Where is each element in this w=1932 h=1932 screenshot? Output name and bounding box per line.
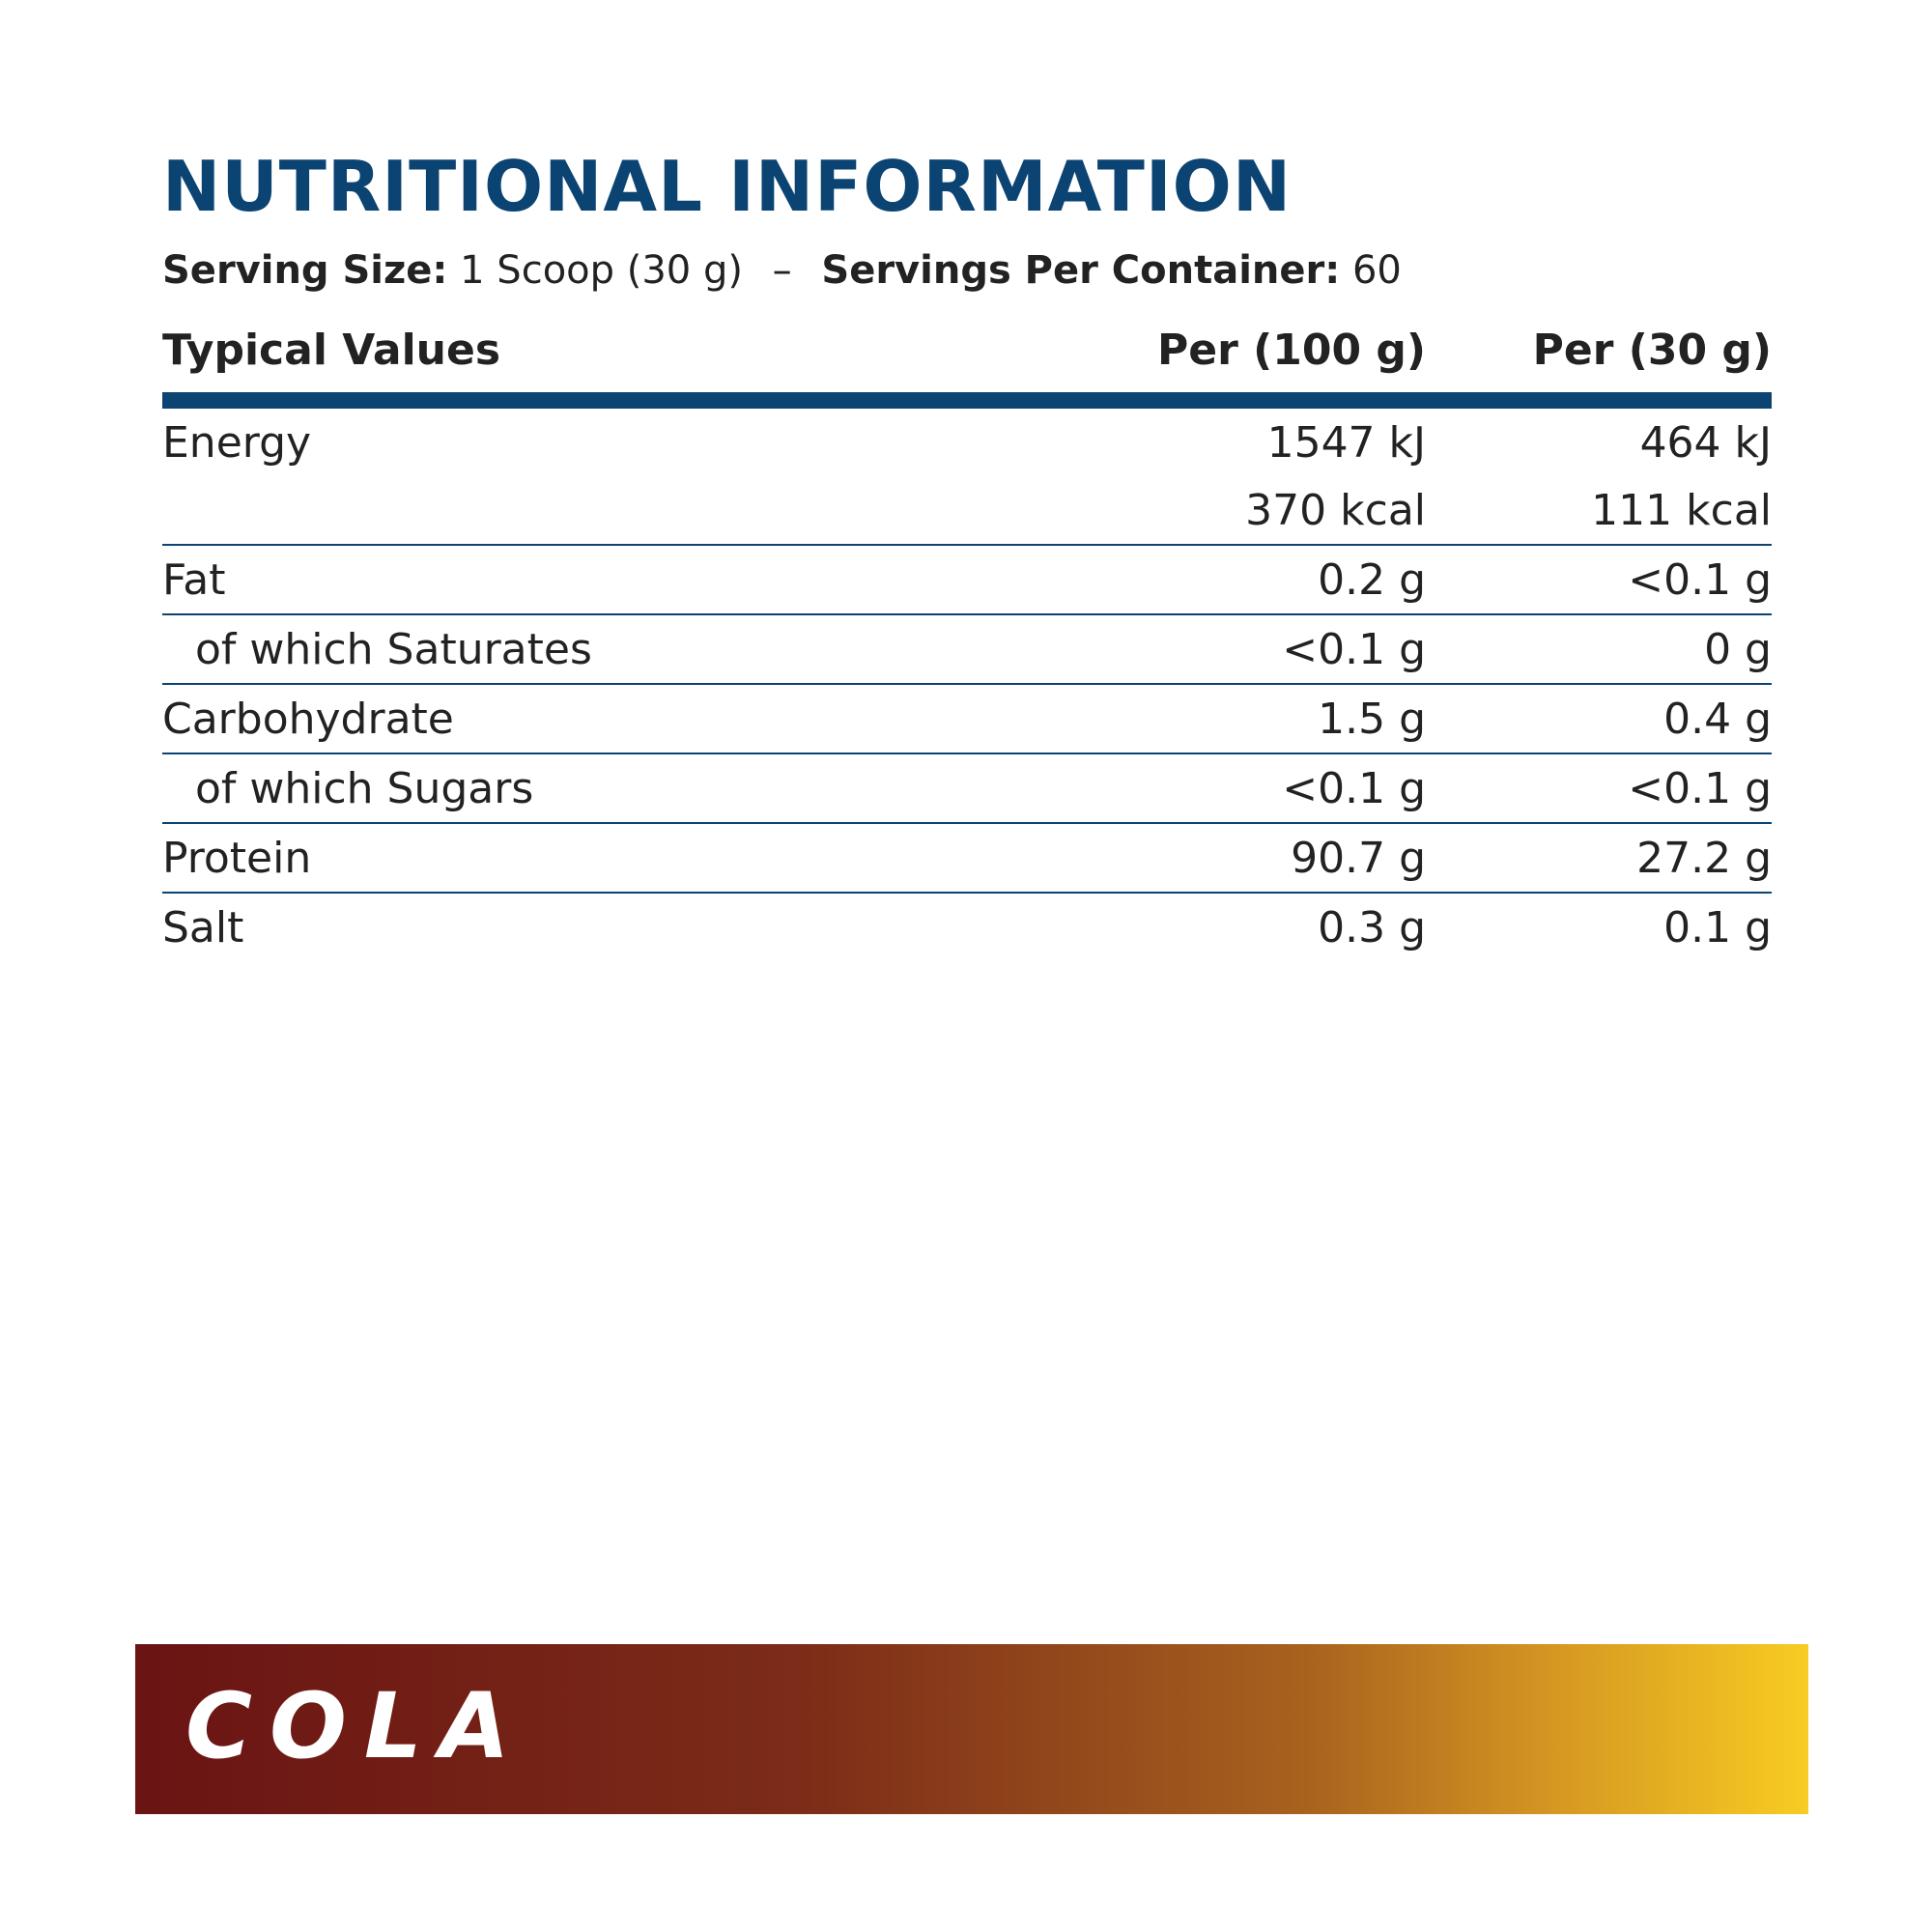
- nutrition-table: Typical Values Per (100 g) Per (30 g) En…: [162, 315, 1772, 961]
- row-per30: 0.1 g: [1663, 902, 1772, 952]
- table-row-fat: Fat 0.2 g <0.1 g: [162, 546, 1772, 613]
- table-row-protein: Protein 90.7 g 27.2 g: [162, 824, 1772, 892]
- serving-size-label: Serving Size:: [162, 248, 448, 293]
- row-divider: [162, 683, 1772, 685]
- row-per30: <0.1 g: [1628, 554, 1772, 605]
- row-divider: [162, 613, 1772, 615]
- row-divider: [162, 892, 1772, 894]
- serving-info: Serving Size: 1 Scoop (30 g) – Servings …: [162, 245, 1772, 296]
- row-label: Energy: [162, 417, 312, 468]
- row-per30: <0.1 g: [1628, 763, 1772, 813]
- row-label: Carbohydrate: [162, 694, 454, 744]
- row-label: Fat: [162, 554, 226, 605]
- table-row-sugars: of which Sugars <0.1 g <0.1 g: [162, 754, 1772, 822]
- header-divider: [162, 392, 1772, 409]
- row-label: Protein: [162, 833, 312, 883]
- page-title: NUTRITIONAL INFORMATION: [162, 146, 1293, 227]
- servings-per-container-label: Servings Per Container:: [821, 248, 1341, 293]
- row-divider: [162, 753, 1772, 754]
- header-typical-values: Typical Values: [162, 325, 501, 375]
- table-row-salt: Salt 0.3 g 0.1 g: [162, 894, 1772, 961]
- row-per100: 90.7 g: [1291, 833, 1426, 883]
- serving-size-value: 1 Scoop (30 g): [460, 248, 743, 293]
- row-per100: 1.5 g: [1318, 694, 1426, 744]
- table-row-energy-kj: Energy 1547 kJ 464 kJ: [162, 409, 1772, 476]
- nutrition-panel: NUTRITIONAL INFORMATION Serving Size: 1 …: [162, 145, 1772, 961]
- table-row-saturates: of which Saturates <0.1 g 0 g: [162, 615, 1772, 683]
- table-header: Typical Values Per (100 g) Per (30 g): [162, 315, 1772, 384]
- row-per100: <0.1 g: [1282, 624, 1426, 674]
- header-per-30g: Per (30 g): [1532, 325, 1772, 375]
- row-per100: 1547 kJ: [1266, 417, 1426, 468]
- row-per100: 0.3 g: [1318, 902, 1426, 952]
- servings-per-container-value: 60: [1351, 248, 1402, 293]
- row-divider: [162, 822, 1772, 824]
- row-per30: 464 kJ: [1639, 417, 1772, 468]
- row-per30: 27.2 g: [1636, 833, 1772, 883]
- table-row-energy-kcal: 370 kcal 111 kcal: [162, 476, 1772, 544]
- row-label: of which Sugars: [195, 763, 534, 813]
- header-per-100g: Per (100 g): [1157, 325, 1426, 375]
- row-per100: <0.1 g: [1282, 763, 1426, 813]
- row-label: of which Saturates: [195, 624, 592, 674]
- table-row-carbohydrate: Carbohydrate 1.5 g 0.4 g: [162, 685, 1772, 753]
- row-per100: 370 kcal: [1245, 485, 1426, 535]
- row-label: Salt: [162, 902, 244, 952]
- serving-separator: –: [772, 248, 792, 293]
- row-per30: 111 kcal: [1591, 485, 1772, 535]
- flavor-banner: COLA: [135, 1644, 1808, 1814]
- row-per30: 0 g: [1704, 624, 1772, 674]
- row-per30: 0.4 g: [1663, 694, 1772, 744]
- row-divider: [162, 544, 1772, 546]
- flavor-label: COLA: [185, 1674, 527, 1779]
- row-per100: 0.2 g: [1318, 554, 1426, 605]
